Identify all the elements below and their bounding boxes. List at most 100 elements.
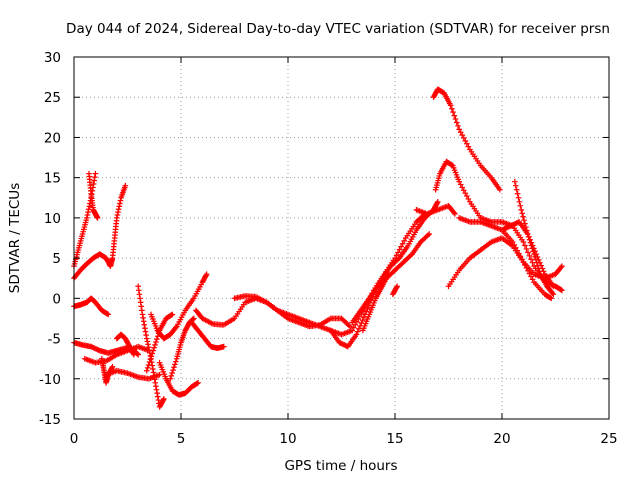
chart-title: Day 044 of 2024, Sidereal Day-to-day VTE… bbox=[66, 21, 610, 37]
data-point-marker bbox=[399, 240, 406, 247]
data-point-marker bbox=[533, 257, 539, 263]
data-point-marker bbox=[221, 343, 227, 350]
data-point-marker bbox=[114, 212, 121, 218]
data-point-marker bbox=[531, 251, 537, 257]
data-point-marker bbox=[559, 263, 565, 269]
data-point-marker bbox=[460, 187, 467, 194]
data-point-marker bbox=[465, 143, 472, 150]
data-point-marker bbox=[146, 359, 153, 365]
data-point-marker bbox=[173, 358, 179, 365]
data-series bbox=[456, 215, 555, 302]
data-point-marker bbox=[520, 213, 526, 220]
data-point-marker bbox=[150, 347, 156, 354]
plot-border bbox=[73, 56, 610, 420]
data-point-marker bbox=[139, 311, 146, 318]
data-point-marker bbox=[435, 199, 441, 205]
data-point-marker bbox=[395, 249, 401, 256]
data-point-marker bbox=[169, 370, 175, 376]
data-point-marker bbox=[195, 380, 201, 386]
data-point-marker bbox=[450, 109, 456, 115]
data-point-marker bbox=[347, 323, 353, 330]
y-tick-label: 30 bbox=[44, 50, 61, 66]
data-point-marker bbox=[137, 295, 143, 302]
data-series bbox=[328, 199, 441, 350]
data-point-marker bbox=[353, 331, 360, 338]
data-point-marker bbox=[497, 186, 503, 193]
data-point-marker bbox=[517, 203, 524, 209]
data-point-marker bbox=[352, 321, 359, 328]
data-point-marker bbox=[160, 397, 167, 403]
data-point-marker bbox=[558, 264, 564, 271]
data-series bbox=[156, 359, 201, 398]
data-point-marker bbox=[455, 123, 461, 129]
data-point-marker bbox=[528, 242, 535, 249]
data-point-marker bbox=[143, 335, 150, 342]
data-point-marker bbox=[154, 390, 160, 396]
data-point-marker bbox=[434, 200, 440, 206]
x-tick-label: 15 bbox=[386, 431, 403, 447]
data-point-marker bbox=[151, 376, 158, 383]
data-point-marker bbox=[520, 259, 527, 265]
data-point-marker bbox=[169, 311, 176, 318]
data-point-marker bbox=[168, 373, 175, 379]
data-point-marker bbox=[516, 250, 522, 257]
x-tick-label: 5 bbox=[177, 431, 186, 447]
data-point-marker bbox=[191, 315, 197, 322]
data-point-marker bbox=[515, 194, 522, 201]
data-point-marker bbox=[408, 252, 414, 259]
y-axis-label: SDTVAR / TECUs bbox=[7, 183, 23, 293]
data-point-marker bbox=[140, 315, 146, 321]
data-series bbox=[193, 295, 353, 330]
data-point-marker bbox=[84, 212, 91, 218]
data-point-marker bbox=[522, 220, 528, 227]
data-point-marker bbox=[153, 383, 159, 390]
data-point-marker bbox=[534, 259, 540, 266]
data-point-marker bbox=[144, 365, 151, 371]
data-series bbox=[167, 315, 197, 382]
data-point-marker bbox=[523, 227, 530, 234]
data-point-marker bbox=[522, 242, 528, 249]
data-point-marker bbox=[524, 231, 531, 237]
data-point-marker bbox=[364, 305, 371, 312]
data-point-marker bbox=[511, 242, 518, 248]
data-point-marker bbox=[550, 291, 557, 298]
data-point-marker bbox=[170, 367, 176, 373]
data-point-marker bbox=[105, 311, 112, 318]
data-point-marker bbox=[513, 186, 520, 193]
data-point-marker bbox=[512, 178, 518, 185]
data-point-marker bbox=[149, 350, 156, 357]
data-point-marker bbox=[145, 341, 151, 348]
axis-tick-labels: 0 5 10 15 20 25 -15 -10 -5 0 5 10 15 20 25 30 bbox=[39, 50, 618, 447]
data-point-marker bbox=[92, 170, 99, 177]
data-series bbox=[148, 271, 210, 342]
data-point-marker bbox=[385, 271, 392, 277]
data-point-marker bbox=[452, 116, 459, 122]
data-point-marker bbox=[356, 325, 362, 332]
data-point-marker bbox=[514, 247, 521, 254]
y-tick-label: -10 bbox=[39, 372, 61, 388]
data-series bbox=[390, 283, 400, 298]
data-point-marker bbox=[452, 211, 458, 217]
data-point-marker bbox=[138, 303, 145, 310]
data-point-marker bbox=[457, 129, 464, 136]
data-point-marker bbox=[137, 299, 144, 306]
data-point-marker bbox=[152, 342, 158, 348]
data-point-marker bbox=[167, 375, 174, 382]
data-point-marker bbox=[426, 231, 433, 237]
data-point-marker bbox=[173, 324, 179, 331]
data-point-marker bbox=[456, 126, 462, 133]
data-point-marker bbox=[122, 182, 129, 189]
data-point-marker bbox=[131, 351, 137, 358]
data-point-marker bbox=[532, 254, 538, 260]
data-point-marker bbox=[130, 350, 137, 357]
data-point-marker bbox=[512, 244, 519, 251]
data-point-marker bbox=[94, 215, 101, 221]
data-point-marker bbox=[115, 209, 121, 215]
data-point-marker bbox=[462, 138, 469, 144]
data-series bbox=[512, 178, 557, 298]
data-point-marker bbox=[349, 327, 355, 334]
data-point-marker bbox=[203, 271, 210, 277]
data-series bbox=[114, 331, 137, 358]
data-point-marker bbox=[136, 291, 143, 298]
